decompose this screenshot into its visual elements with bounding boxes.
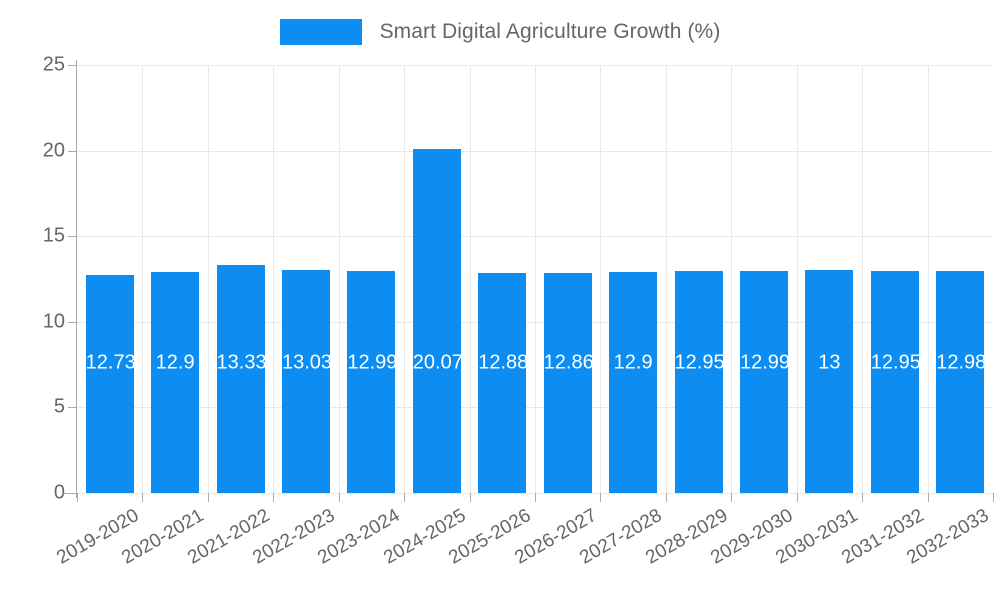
gridline-vertical — [666, 65, 667, 493]
bar-group[interactable]: 12.99 — [347, 65, 396, 493]
bar-group[interactable]: 12.9 — [151, 65, 200, 493]
bar[interactable] — [609, 272, 658, 493]
y-axis-tick — [68, 151, 77, 152]
gridline-vertical — [273, 65, 274, 493]
legend-label: Smart Digital Agriculture Growth (%) — [379, 20, 721, 43]
bar[interactable] — [412, 149, 461, 493]
y-axis-tick — [68, 65, 77, 66]
bar[interactable] — [151, 272, 200, 493]
x-axis-tick — [142, 493, 143, 502]
x-axis-tick — [862, 493, 863, 502]
y-axis-line — [76, 60, 77, 498]
y-axis-tick-label: 5 — [53, 395, 65, 418]
legend-color-swatch — [279, 19, 362, 45]
bar-group[interactable]: 12.99 — [739, 65, 789, 493]
bar-group[interactable]: 12.88 — [478, 65, 527, 493]
x-axis-tick — [339, 493, 340, 502]
bar-group[interactable]: 13.03 — [281, 65, 331, 493]
x-axis-tick — [535, 493, 536, 502]
x-axis-tick — [470, 493, 471, 502]
bar-group[interactable]: 13.33 — [216, 65, 265, 493]
gridline-vertical — [208, 65, 209, 493]
bar[interactable] — [739, 270, 789, 493]
gridline-vertical — [600, 65, 601, 493]
bar[interactable] — [347, 270, 396, 493]
x-axis-tick — [797, 493, 798, 502]
y-axis-tick — [68, 236, 77, 237]
bar-group[interactable]: 12.9 — [609, 65, 658, 493]
gridline-vertical — [862, 65, 863, 493]
bar[interactable] — [85, 275, 134, 493]
bar[interactable] — [674, 271, 723, 493]
gridline-vertical — [928, 65, 929, 493]
gridline-vertical — [535, 65, 536, 493]
y-axis-tick-label: 10 — [42, 310, 65, 333]
bar-group[interactable]: 12.95 — [674, 65, 723, 493]
bar[interactable] — [478, 272, 527, 493]
gridline-vertical — [339, 65, 340, 493]
y-axis-tick-label: 20 — [42, 139, 65, 162]
y-axis-tick — [68, 322, 77, 323]
gridline-vertical — [470, 65, 471, 493]
x-axis-tick — [928, 493, 929, 502]
x-axis-tick — [273, 493, 274, 502]
x-axis-tick — [404, 493, 405, 502]
y-axis-tick-label: 0 — [53, 481, 65, 504]
bar-group[interactable]: 12.98 — [936, 65, 985, 493]
x-axis-tick — [731, 493, 732, 502]
bar-group[interactable]: 20.07 — [412, 65, 461, 493]
bar[interactable] — [805, 270, 854, 493]
x-axis-tick — [993, 493, 994, 502]
y-axis-tick — [68, 493, 77, 494]
x-axis-tick — [208, 493, 209, 502]
plot-area: 12.73 12.9 13.33 13.03 12.99 20.07 12.88 12.86 1… — [77, 65, 993, 494]
gridline-vertical — [404, 65, 405, 493]
y-axis-tick-label: 25 — [42, 53, 65, 76]
gridline-vertical — [731, 65, 732, 493]
bar-group[interactable]: 12.73 — [85, 65, 134, 493]
bar[interactable] — [281, 269, 331, 493]
bar[interactable] — [543, 272, 592, 493]
gridline-vertical — [142, 65, 143, 493]
bar[interactable] — [936, 270, 985, 493]
bar-group[interactable]: 13 — [805, 65, 854, 493]
bar-group[interactable]: 12.86 — [543, 65, 592, 493]
chart-legend: Smart Digital Agriculture Growth (%) — [0, 14, 1000, 50]
x-axis-tick — [77, 493, 78, 502]
bar-group[interactable]: 12.95 — [870, 65, 919, 493]
x-axis-tick — [666, 493, 667, 502]
bar[interactable] — [216, 264, 265, 493]
y-axis-tick-label: 15 — [42, 224, 65, 247]
gridline-vertical — [797, 65, 798, 493]
bar[interactable] — [870, 271, 919, 493]
x-axis-tick — [600, 493, 601, 502]
y-axis-tick — [68, 407, 77, 408]
